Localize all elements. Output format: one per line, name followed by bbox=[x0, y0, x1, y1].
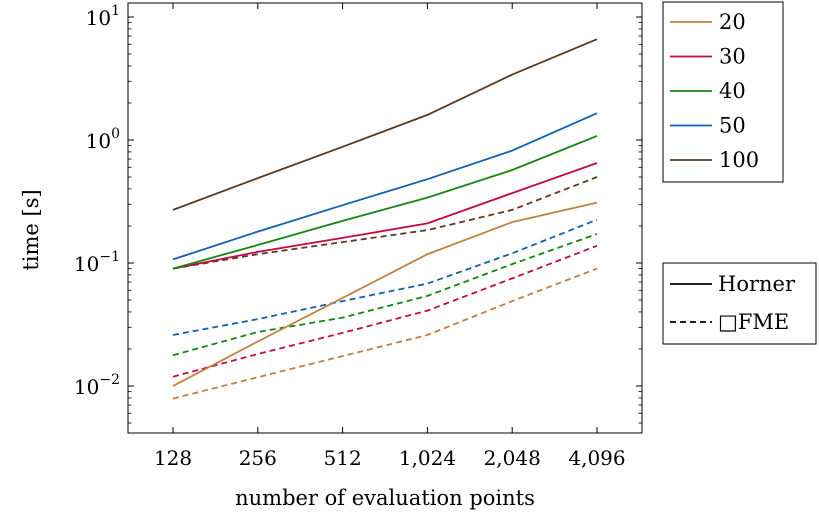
x-tick-label: 1,024 bbox=[399, 446, 456, 470]
x-tick-label: 4,096 bbox=[568, 446, 625, 470]
x-tick-label: 128 bbox=[154, 446, 192, 470]
series-line-horner-100 bbox=[172, 38, 598, 211]
plot-frame bbox=[127, 2, 643, 434]
x-axis-label: number of evaluation points bbox=[235, 486, 535, 510]
x-tick-label: 2,048 bbox=[484, 446, 541, 470]
axes: 128 256 512 1,024 2,048 4,096 10−2 10−1 100 101 bbox=[74, 3, 642, 470]
series-legend-box bbox=[662, 1, 784, 183]
y-tick-label: 100 bbox=[86, 126, 120, 153]
legend-label-fme: □FME bbox=[718, 310, 789, 334]
method-legend-box bbox=[662, 262, 817, 345]
series-line-horner-20 bbox=[172, 201, 598, 387]
series-line-fme-50 bbox=[172, 218, 598, 336]
legend-label-horner: Horner bbox=[718, 272, 796, 296]
series-line-horner-30 bbox=[172, 162, 598, 270]
legend-label-50: 50 bbox=[719, 114, 746, 138]
series-legend: 20 30 40 50 100 bbox=[662, 1, 784, 183]
series-line-horner-50 bbox=[172, 112, 598, 261]
series-line-fme-40 bbox=[172, 233, 598, 357]
y-axis-label: time [s] bbox=[19, 189, 43, 270]
legend-label-100: 100 bbox=[719, 148, 759, 172]
legend-label-20: 20 bbox=[719, 10, 746, 34]
y-tick-label: 101 bbox=[86, 3, 120, 30]
legend-label-40: 40 bbox=[719, 79, 746, 103]
legend-label-30: 30 bbox=[719, 45, 746, 69]
series-lines bbox=[172, 38, 598, 400]
series-line-horner-40 bbox=[172, 135, 598, 270]
series-line-fme-30 bbox=[172, 244, 598, 378]
series-line-fme-20 bbox=[172, 267, 598, 400]
method-legend: Horner □FME bbox=[662, 262, 817, 345]
series-line-fme-100 bbox=[172, 176, 598, 270]
x-tick-label: 512 bbox=[324, 446, 362, 470]
x-tick-label: 256 bbox=[239, 446, 277, 470]
y-tick-label: 10−1 bbox=[74, 249, 120, 276]
plot-area bbox=[127, 2, 643, 434]
y-tick-label: 10−2 bbox=[74, 372, 120, 399]
